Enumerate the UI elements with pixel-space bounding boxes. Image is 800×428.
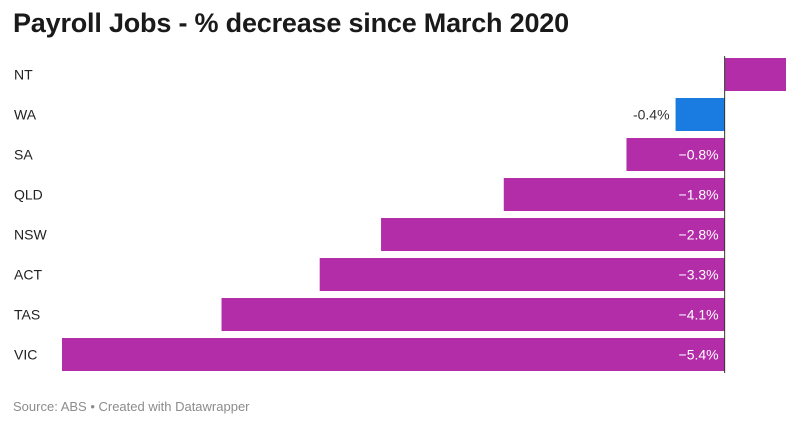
value-label-wa: -0.4% xyxy=(633,107,670,123)
category-labels-group: NT WA SA QLD NSW ACT TAS VIC xyxy=(14,67,47,363)
category-label-sa: SA xyxy=(14,147,33,163)
category-label-nt: NT xyxy=(14,67,33,83)
source-note: Source: ABS • Created with Datawrapper xyxy=(13,399,250,414)
bar-nt xyxy=(724,58,786,91)
bars-group xyxy=(62,58,786,371)
category-label-act: ACT xyxy=(14,267,42,283)
value-label-tas: −4.1% xyxy=(679,307,719,323)
category-label-vic: VIC xyxy=(14,347,37,363)
value-label-vic: −5.4% xyxy=(679,347,719,363)
bar-wa xyxy=(675,98,725,131)
bar-act xyxy=(319,258,725,291)
category-label-tas: TAS xyxy=(14,307,40,323)
value-label-nsw: −2.8% xyxy=(679,227,719,243)
bar-qld xyxy=(503,178,725,211)
value-label-qld: −1.8% xyxy=(679,187,719,203)
category-label-nsw: NSW xyxy=(14,227,47,243)
value-label-act: −3.3% xyxy=(679,267,719,283)
bar-tas xyxy=(221,298,725,331)
bar-nsw xyxy=(381,218,725,251)
bar-sa xyxy=(626,138,725,171)
chart-title: Payroll Jobs - % decrease since March 20… xyxy=(13,8,569,38)
bar-vic xyxy=(62,338,725,371)
value-labels-group: -0.4% −0.8% −1.8% −2.8% −3.3% −4.1% −5.4% xyxy=(633,107,719,363)
value-label-sa: −0.8% xyxy=(679,147,719,163)
category-label-qld: QLD xyxy=(14,187,43,203)
category-label-wa: WA xyxy=(14,107,37,123)
